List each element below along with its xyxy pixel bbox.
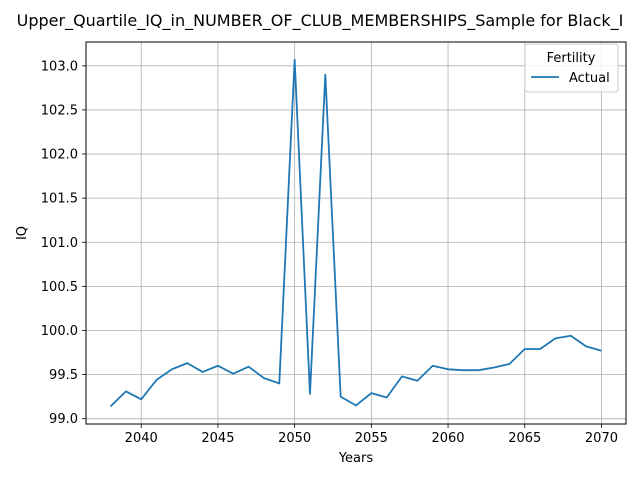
plot-area-frame	[85, 41, 627, 425]
y-axis: 99.0 99.5 100.0 100.5 101.0 101.5 102.0 102.5 10…	[41, 59, 86, 427]
legend-box	[524, 43, 619, 93]
x-tick-label: 2070	[585, 431, 618, 446]
y-tick-label: 103.0	[41, 59, 78, 74]
y-tick-label: 99.5	[49, 368, 78, 383]
y-tick-label: 101.5	[41, 192, 78, 207]
y-tick-label: 102.0	[41, 148, 78, 163]
x-tick-label: 2060	[431, 431, 464, 446]
chart-title: Upper_Quartile_IQ_in_NUMBER_OF_CLUB_MEMB…	[17, 11, 624, 31]
y-tick-label: 100.5	[41, 280, 78, 295]
y-tick-label: 102.5	[41, 103, 78, 118]
y-tick-label: 101.0	[41, 236, 78, 251]
legend: Fertility Actual	[524, 43, 619, 93]
x-tick-label: 2040	[125, 431, 158, 446]
series-layer	[109, 58, 602, 408]
x-tick-label: 2055	[355, 431, 388, 446]
x-tick-label: 2045	[201, 431, 234, 446]
series-line-actual	[109, 58, 602, 408]
y-axis-label: IQ	[15, 226, 30, 240]
legend-title: Fertility	[547, 51, 596, 66]
y-tick-label: 99.0	[49, 412, 78, 427]
x-axis-label: Years	[338, 451, 374, 466]
x-tick-label: 2050	[278, 431, 311, 446]
grid	[86, 42, 626, 424]
y-tick-label: 100.0	[41, 324, 78, 339]
x-axis: 2040 2045 2050 2055 2060 2065 2070	[125, 424, 618, 446]
legend-label-actual: Actual	[569, 71, 610, 86]
x-tick-label: 2065	[508, 431, 541, 446]
